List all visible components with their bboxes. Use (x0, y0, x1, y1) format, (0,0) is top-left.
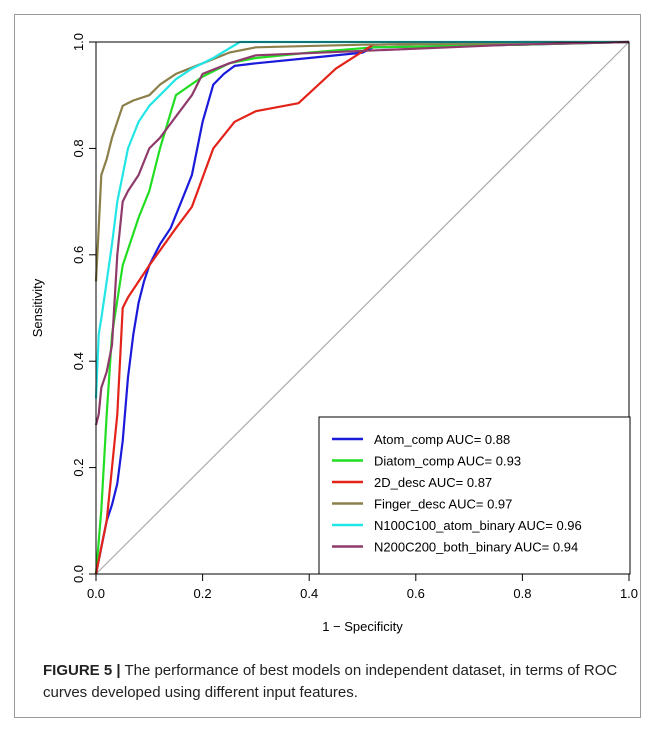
series-line-1 (94, 40, 630, 575)
x-tick-label: 0.0 (87, 586, 105, 601)
y-axis-label: Sensitivity (30, 278, 45, 337)
caption-label: FIGURE 5 | (43, 662, 121, 679)
roc-chart: 0.0 0.2 0.4 0.6 0.8 1.0 0.0 0.2 0.4 0.6 0.8 1.0 1 − … (30, 33, 638, 634)
legend-label-6: N200C200_both_binary AUC= 0.94 (374, 540, 578, 555)
series-line-6 (94, 40, 630, 426)
legend-label-1: Atom_comp AUC= 0.88 (374, 432, 510, 447)
y-tick-label: 0.6 (71, 246, 86, 264)
x-tick-label: 0.8 (513, 586, 531, 601)
x-axis-label: 1 − Specificity (322, 619, 403, 634)
figure-frame: 0.0 0.2 0.4 0.6 0.8 1.0 0.0 0.2 0.4 0.6 0.8 1.0 1 − … (14, 14, 641, 718)
legend-label-5: N100C100_atom_binary AUC= 0.96 (374, 518, 582, 533)
series-line-2 (94, 40, 630, 575)
x-tick-label: 0.6 (407, 586, 425, 601)
legend-label-3: 2D_desc AUC= 0.87 (374, 475, 492, 490)
series-line-3 (94, 40, 629, 575)
legend-box (318, 416, 631, 575)
y-tick-label: 0.0 (71, 565, 86, 583)
y-tick-label: 0.4 (71, 352, 86, 370)
y-tick-label: 1.0 (71, 33, 86, 51)
legend-label-2: Diatom_comp AUC= 0.93 (374, 454, 521, 469)
caption-text: The performance of best models on indepe… (43, 662, 618, 701)
legend-label-4: Finger_desc AUC= 0.97 (374, 497, 512, 512)
x-tick-label: 1.0 (620, 586, 638, 601)
x-tick-label: 0.2 (194, 586, 212, 601)
reference-diagonal-line (95, 41, 630, 575)
figure-caption: FIGURE 5 | The performance of best model… (43, 660, 643, 704)
y-tick-label: 0.2 (71, 459, 86, 477)
series-line-4 (94, 40, 630, 282)
y-tick-label: 0.8 (71, 139, 86, 157)
x-tick-label: 0.4 (300, 586, 318, 601)
series-line-5 (94, 40, 629, 399)
